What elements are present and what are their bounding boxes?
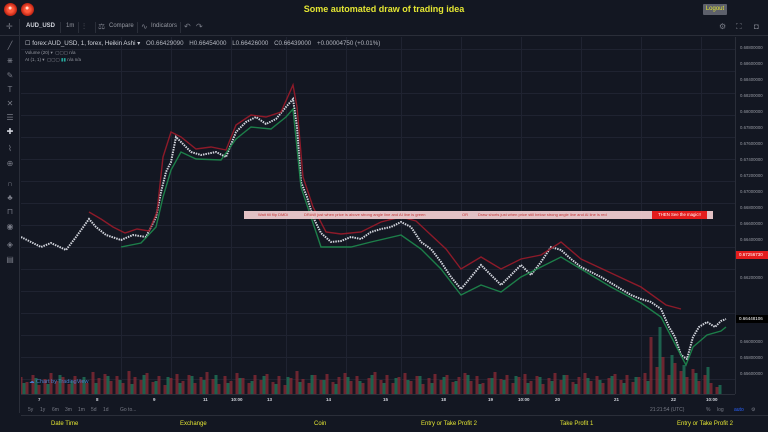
range-3m[interactable]: 3m xyxy=(65,407,72,413)
divider xyxy=(95,22,96,33)
trading-idea-annotation: Wait till flip DMDi DRAW just when price… xyxy=(244,211,713,219)
eye-icon[interactable]: ◉ xyxy=(6,222,14,231)
current-price-tag: 0.66448106 xyxy=(736,315,768,323)
chart-type-icon[interactable]: ⫶ xyxy=(83,22,85,31)
divider xyxy=(60,22,61,33)
footer-entry-tp2: Entry or Take Profit 2 xyxy=(421,421,477,427)
divider xyxy=(137,22,138,33)
ohlc-low: L0.66426000 xyxy=(232,40,269,47)
redo-icon[interactable]: ↷ xyxy=(196,22,203,31)
time-axis[interactable]: 7 8 9 11 10:00 13 14 15 18 19 10:00 20 2… xyxy=(21,394,735,404)
zoom-in-icon[interactable]: ⊕ xyxy=(6,159,14,168)
undo-icon[interactable]: ↶ xyxy=(184,22,191,31)
close-window-button[interactable]: ● xyxy=(4,3,17,16)
price-series xyxy=(21,82,727,394)
range-1y[interactable]: 1y xyxy=(40,407,46,413)
lock-icon[interactable]: ⊓ xyxy=(6,207,14,216)
footer-exchange: Exchange xyxy=(180,421,207,427)
trash-icon[interactable]: ▤ xyxy=(6,255,14,264)
fullscreen-icon[interactable]: ⛶ xyxy=(736,22,742,31)
footer-tp1: Take Profit 1 xyxy=(560,421,594,427)
annotation-price-tag: 0.67256730 xyxy=(736,251,768,259)
minimize-window-button[interactable]: ● xyxy=(21,3,34,16)
ai-indicator-legend[interactable]: AI (1, 1) ▾ ▢▢▢ ▮▮ n/a n/a xyxy=(25,57,82,62)
footer-date-time: Date Time xyxy=(51,421,79,427)
price-change: +0.00004750 (+0.01%) xyxy=(316,40,381,47)
app-header: ● ● Some automated draw of trading idea … xyxy=(0,0,768,18)
volume-legend[interactable]: Volume (20) ▾ ▢▢▢ n/a xyxy=(25,50,76,55)
range-5y[interactable]: 5y xyxy=(28,407,34,413)
pitchfork-icon[interactable]: ⋇ xyxy=(6,56,14,65)
divider xyxy=(180,22,181,33)
drawing-toolbar: ╱ ⋇ ✎ T ✕ ☰ ✚ ⌇ ⊕ ∩ ♣ ⊓ ◉ ◈ ▤ xyxy=(0,19,20,413)
interval-selector[interactable]: 1m xyxy=(66,23,75,29)
checkbox-icon[interactable]: ☐ xyxy=(25,40,31,47)
indicators-button[interactable]: Indicators xyxy=(151,23,178,29)
range-1d[interactable]: 1d xyxy=(103,407,109,413)
chart-legend: ☐ forex:AUD_USD, 1, forex, Heikin Ashi ▾… xyxy=(25,40,381,47)
indicators-icon[interactable]: ∿ xyxy=(141,22,148,31)
pattern-icon[interactable]: ✕ xyxy=(6,99,14,108)
price-axis[interactable]: 0.68800000 0.68600000 0.68400000 0.68200… xyxy=(735,37,768,394)
logout-button[interactable]: Logout xyxy=(703,4,727,15)
annotation-cta: THEN See the magic!! xyxy=(652,211,707,219)
drawing-mode-icon[interactable]: ♣ xyxy=(7,193,13,202)
compare-button[interactable]: Compare xyxy=(109,23,134,29)
axis-settings-icon[interactable]: ⚙ xyxy=(751,407,756,413)
chart-toolbar: ✛ AUD_USD 1m ⫶ ⚖ Compare ∿ Indicators ↶ … xyxy=(0,19,768,36)
range-1m[interactable]: 1m xyxy=(78,407,85,413)
range-6m[interactable]: 6m xyxy=(52,407,59,413)
tradingview-watermark[interactable]: ☁ Chart by TradingView xyxy=(29,379,89,385)
brush-icon[interactable]: ✎ xyxy=(6,71,14,80)
footer-entry-tp2-right: Entry or Take Profit 2 xyxy=(677,421,733,427)
compare-icon[interactable]: ⚖ xyxy=(98,22,106,31)
show-objects-icon[interactable]: ◈ xyxy=(6,240,14,249)
trend-line-icon[interactable]: ╱ xyxy=(7,41,13,50)
date-range-bar: 5y 1y 6m 3m 1m 5d 1d Go to... 21:21:54 (… xyxy=(21,404,768,416)
divider xyxy=(78,22,79,33)
text-tool-icon[interactable]: T xyxy=(7,85,13,94)
series-name[interactable]: forex:AUD_USD, 1, forex, Heikin Ashi xyxy=(32,40,136,47)
auto-toggle[interactable]: auto xyxy=(734,407,744,413)
prediction-icon[interactable]: ☰ xyxy=(6,113,14,122)
ohlc-open: O0.66429090 xyxy=(146,40,184,47)
goto-date-button[interactable]: Go to... xyxy=(120,407,137,413)
settings-icon[interactable]: ⚙ xyxy=(719,22,727,31)
page-title: Some automated draw of trading idea xyxy=(303,4,465,14)
utc-clock[interactable]: 21:21:54 (UTC) xyxy=(650,407,685,413)
crosshair-icon[interactable]: ✛ xyxy=(6,22,13,31)
arrow-icon[interactable]: ✚ xyxy=(6,127,14,136)
ohlc-high: H0.66454000 xyxy=(189,40,227,47)
percent-toggle[interactable]: % xyxy=(706,407,711,413)
trade-info-footer: Date Time Exchange Coin Entry or Take Pr… xyxy=(0,418,768,432)
range-5d[interactable]: 5d xyxy=(91,407,97,413)
log-toggle[interactable]: log xyxy=(717,407,724,413)
camera-icon[interactable]: ◘ xyxy=(754,22,759,31)
footer-coin: Coin xyxy=(314,421,327,427)
magnet-icon[interactable]: ∩ xyxy=(7,179,13,188)
symbol-search[interactable]: AUD_USD xyxy=(26,23,56,29)
measure-icon[interactable]: ⌇ xyxy=(8,144,12,153)
ohlc-close: C0.66439000 xyxy=(274,40,312,47)
chart-pane[interactable]: ☐ forex:AUD_USD, 1, forex, Heikin Ashi ▾… xyxy=(21,37,735,394)
